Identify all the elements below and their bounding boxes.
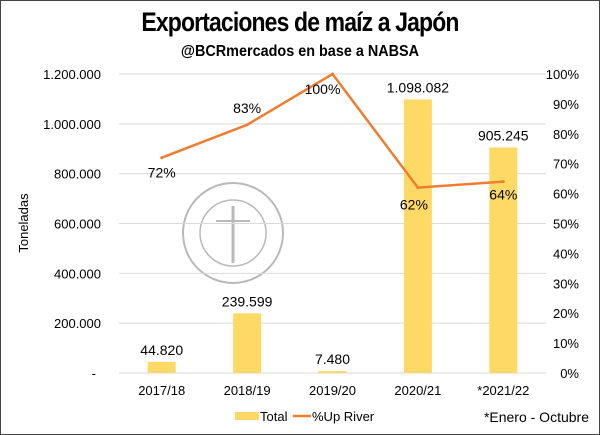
bar-total <box>233 313 262 373</box>
y-tick-label: 1.000.000 <box>43 117 101 132</box>
line-point <box>245 123 249 127</box>
line-data-label: 72% <box>148 165 176 181</box>
y2-tick-label: 30% <box>553 276 579 291</box>
y2-tick-label: 90% <box>553 97 579 112</box>
bar-data-label: 239.599 <box>222 293 273 309</box>
y2-tick-label: 60% <box>553 187 579 202</box>
x-tick-label: *2021/22 <box>477 383 529 398</box>
line-point <box>160 156 164 160</box>
bar-data-label: 7.480 <box>315 351 350 367</box>
y-tick-label: 1.200.000 <box>43 67 101 82</box>
line-point <box>331 72 334 76</box>
x-tick-label: 2018/19 <box>224 383 271 398</box>
bar-data-label: 44.820 <box>140 342 183 358</box>
chart-title: Exportaciones de maíz a Japón <box>141 7 459 37</box>
watermark-seal <box>182 182 284 284</box>
line-point <box>416 186 420 190</box>
bar-total <box>147 361 176 373</box>
x-tick-label: 2020/21 <box>394 383 441 398</box>
y2-tick-label: 100% <box>546 67 580 82</box>
y2-tick-label: 80% <box>553 127 579 142</box>
line-data-label: 100% <box>305 81 341 97</box>
y-tick-label: 200.000 <box>54 316 101 331</box>
y2-tick-label: 70% <box>553 157 579 172</box>
x-tick-label: 2017/18 <box>138 383 185 398</box>
y2-tick-label: 10% <box>553 336 579 351</box>
y-tick-label: 800.000 <box>54 167 101 182</box>
legend-label-total: Total <box>260 409 288 424</box>
line-data-label: 83% <box>233 100 261 116</box>
y2-tick-label: 50% <box>553 217 579 232</box>
y2-tick-label: 20% <box>553 306 579 321</box>
y-tick-label: 600.000 <box>54 217 101 232</box>
legend-label-upriver: %Up River <box>312 409 375 424</box>
line-data-label: 62% <box>400 197 428 213</box>
bar-total <box>403 99 432 374</box>
footnote: *Enero - Octubre <box>484 409 589 425</box>
bar-data-label: 1.098.082 <box>387 79 449 95</box>
y2-tick-label: 0% <box>560 366 579 381</box>
bar-total <box>489 147 518 373</box>
legend-swatch-total <box>235 412 259 420</box>
y-tick-label: 400.000 <box>54 266 101 281</box>
legend: Total %Up River <box>235 409 375 424</box>
line-data-label: 64% <box>489 187 517 203</box>
x-tick-label: 2019/20 <box>309 383 356 398</box>
line-point <box>501 180 505 184</box>
y-tick-label: - <box>92 366 96 381</box>
y-axis-label: Toneladas <box>16 193 31 253</box>
bar-data-label: 905.245 <box>478 127 529 143</box>
bar-total <box>318 371 347 373</box>
chart-subtitle: @BCRmercados en base a NABSA <box>180 43 420 60</box>
y2-tick-label: 40% <box>553 246 579 261</box>
